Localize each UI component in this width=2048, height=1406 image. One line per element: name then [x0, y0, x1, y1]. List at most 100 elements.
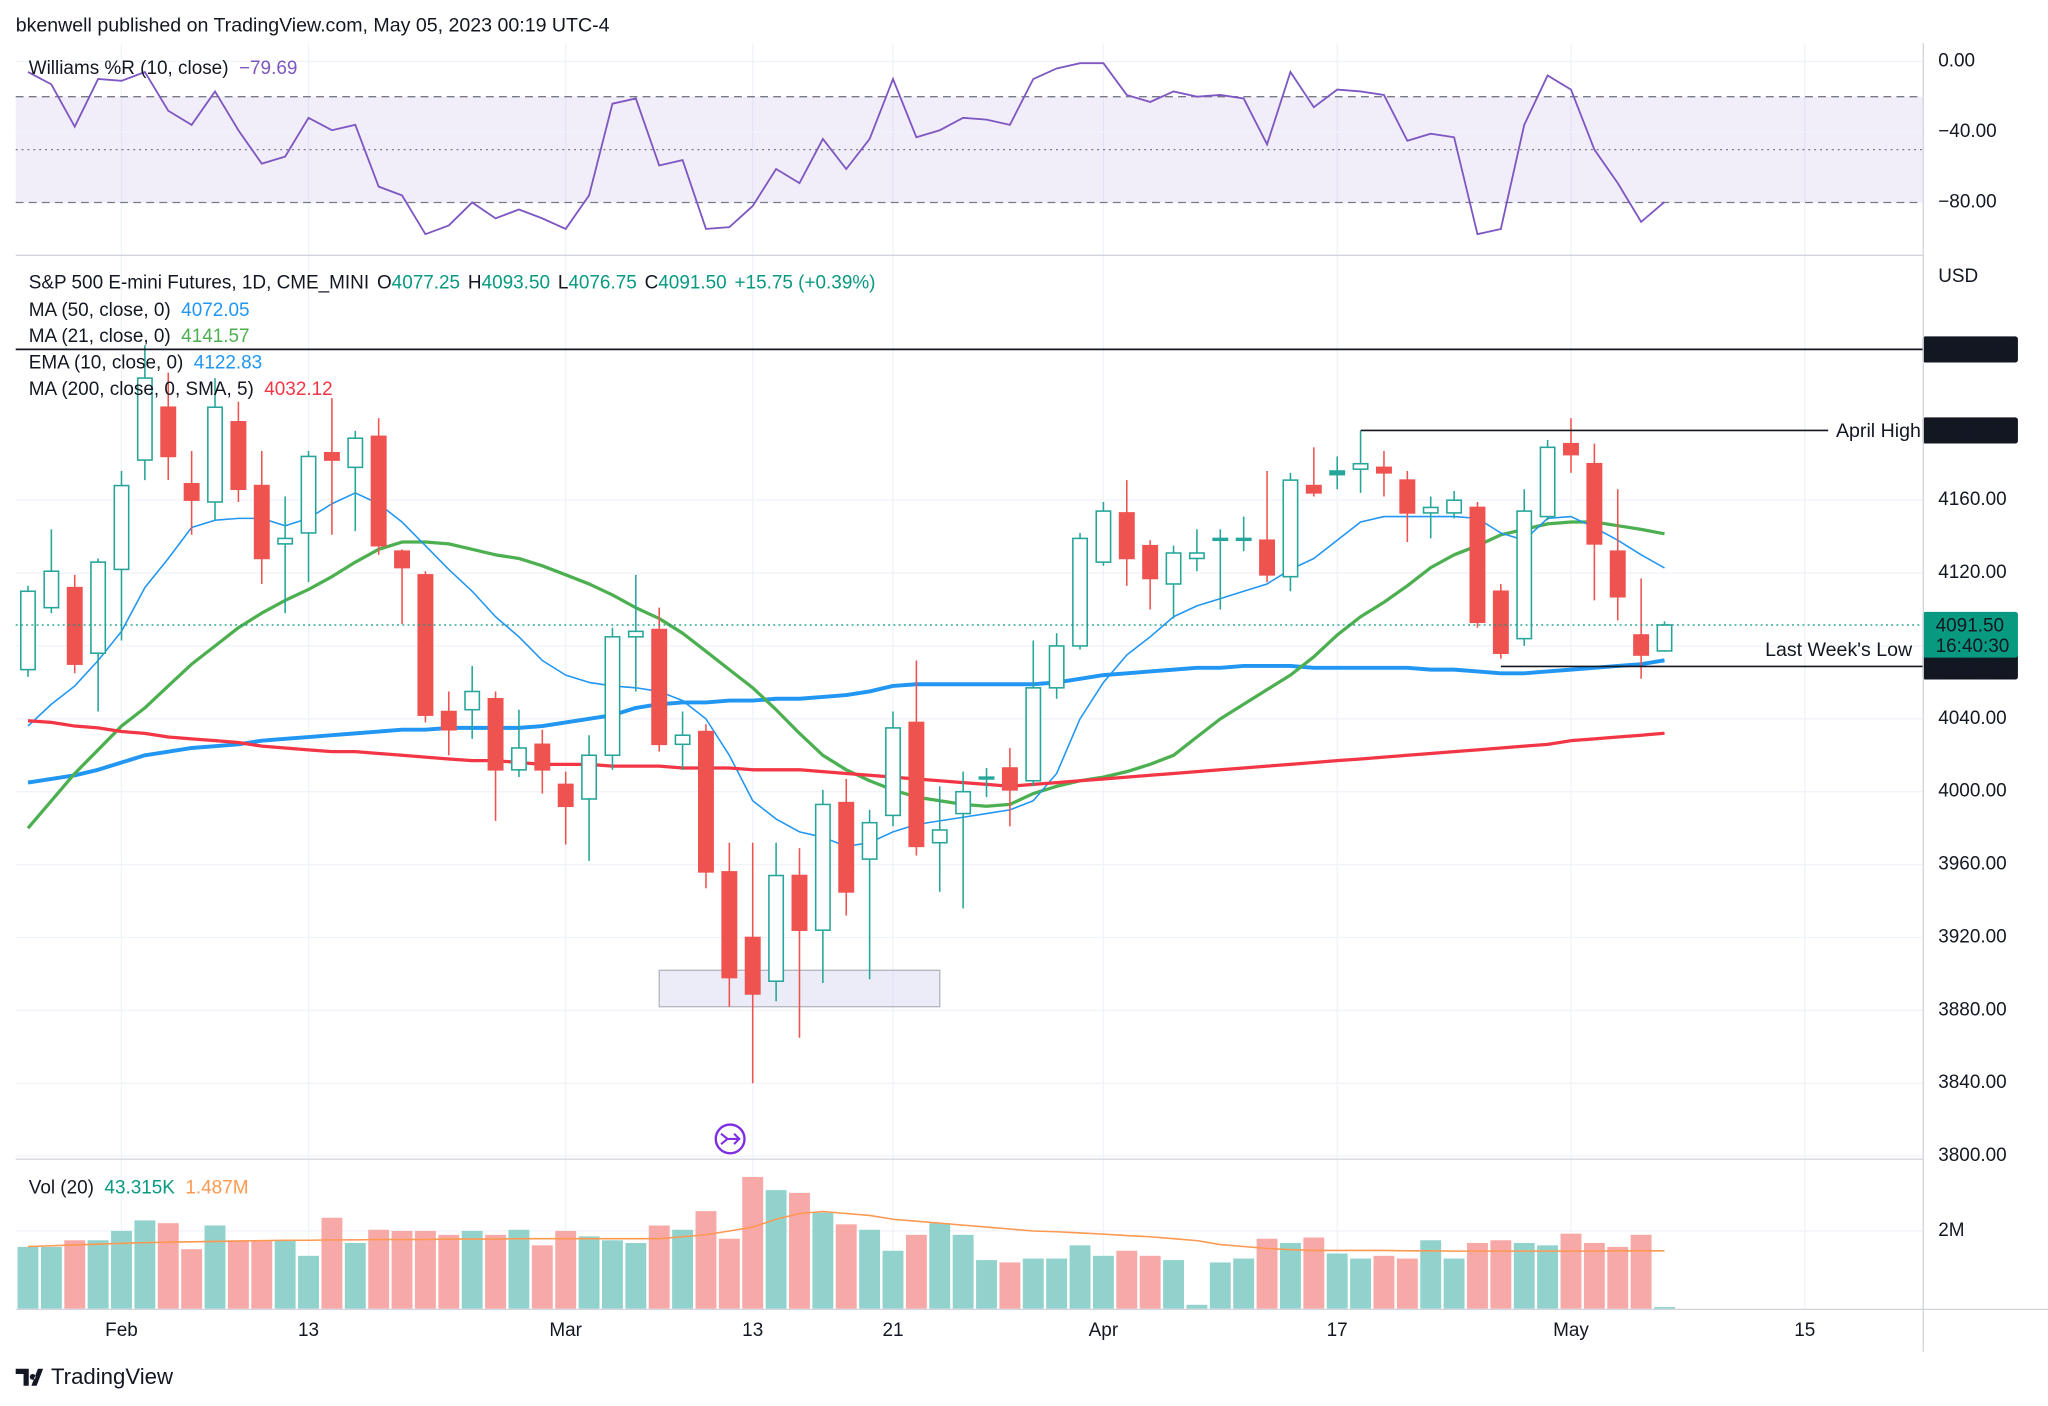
volume-bar	[508, 1229, 530, 1309]
tradingview-logo: TradingView	[15, 1364, 174, 1389]
candle-body	[814, 803, 831, 931]
candle-body	[768, 874, 785, 982]
volume-bar	[1420, 1240, 1442, 1309]
volume-bar	[812, 1212, 834, 1309]
y-tick-label: 3920.00	[1938, 926, 2006, 947]
candle-body	[183, 482, 200, 501]
candle-body	[1375, 466, 1392, 474]
candle-body	[1516, 510, 1533, 640]
legend: S&P 500 E-mini Futures, 1D, CME_MINI O407…	[29, 272, 876, 293]
volume-bar	[321, 1217, 343, 1309]
x-tick-label: 21	[882, 1320, 903, 1341]
y-tick-label: 4160.00	[1938, 489, 2006, 510]
volume-bar	[87, 1240, 109, 1309]
candle-body	[1095, 510, 1112, 563]
legend-value: 4032.12	[264, 379, 332, 400]
volume-bar	[1467, 1242, 1488, 1309]
volume-bar	[1654, 1307, 1675, 1309]
candle-body	[43, 570, 60, 609]
volume-bar	[952, 1234, 974, 1309]
y-tick-label: −40.00	[1938, 121, 1996, 142]
volume-bar	[695, 1211, 717, 1309]
candle-body	[1118, 512, 1135, 560]
ohlc-key: O	[377, 272, 392, 293]
volume-bar	[181, 1249, 203, 1309]
candle-body	[277, 537, 294, 545]
volume-bar	[1303, 1237, 1325, 1309]
logo-mark	[15, 1368, 44, 1386]
ohlc-key: H	[468, 272, 482, 293]
volume-bar	[718, 1238, 740, 1309]
volume-bar	[1046, 1258, 1068, 1309]
candle-body	[861, 821, 878, 860]
volume-bar	[17, 1246, 39, 1309]
volume-bar	[1069, 1245, 1091, 1309]
volume-bar	[1537, 1245, 1559, 1309]
candle-body	[113, 484, 130, 571]
volume-bar	[1233, 1258, 1255, 1309]
events-arrow	[720, 1132, 741, 1145]
volume-bar	[251, 1240, 273, 1309]
events-icon[interactable]	[714, 1123, 746, 1155]
candle-body	[1048, 645, 1065, 689]
y-tick-label: 3880.00	[1938, 999, 2006, 1020]
volume-bar	[438, 1234, 460, 1309]
legend-title: Vol (20)	[29, 1178, 94, 1199]
volume-bar	[789, 1192, 810, 1309]
y-tick-label: 2M	[1938, 1220, 1964, 1241]
volume-bar	[344, 1242, 366, 1309]
candle-body	[160, 406, 177, 458]
candle-body	[136, 377, 153, 461]
candle-body	[1329, 470, 1346, 476]
volume-bar	[602, 1240, 623, 1309]
legend-title: Williams %R (10, close)	[29, 58, 229, 79]
volume-bar	[1490, 1240, 1512, 1309]
legend-value: 43.315K	[104, 1178, 175, 1199]
price-tag	[1922, 653, 2018, 680]
volume-bar	[625, 1242, 647, 1309]
volume-bar	[1139, 1255, 1161, 1309]
candle-body	[207, 406, 223, 503]
volume-bar	[672, 1229, 694, 1309]
plot-layer: Feb 13 Mar 13 21 Apr 17 May 15 0.00 −40.00 −80.00 Wi…	[15, 43, 2018, 1341]
volume-bar	[578, 1236, 600, 1309]
volume-bar	[1396, 1258, 1418, 1309]
volume-bar	[40, 1246, 62, 1309]
last-price-label: 4091.50	[1936, 615, 2004, 636]
line-annotation: April High	[1836, 420, 1921, 442]
legend: Williams %R (10, close) −79.69	[29, 58, 298, 79]
volume-bar	[1350, 1258, 1372, 1309]
candle-body	[1188, 552, 1205, 560]
wpr-line	[27, 62, 1666, 236]
price-tag	[1922, 336, 2018, 363]
volume-bar	[555, 1230, 577, 1309]
candle-body	[1469, 506, 1486, 624]
legend-title: S&P 500 E-mini Futures, 1D, CME_MINI	[29, 272, 369, 293]
candle-body	[698, 730, 714, 873]
volume-bar	[765, 1190, 787, 1309]
volume-bar	[64, 1240, 86, 1309]
candle-body	[417, 574, 434, 716]
candle-body	[510, 747, 527, 771]
x-tick-label: Feb	[105, 1320, 138, 1341]
x-tick-label: Apr	[1089, 1320, 1118, 1341]
candle-body	[604, 636, 621, 757]
candle-body	[1422, 506, 1439, 514]
legend: MA (21, close, 0) 4141.57	[29, 326, 250, 347]
ohlc-value: 4091.50	[658, 272, 726, 293]
logo-text: TradingView	[51, 1364, 174, 1389]
candle-body	[1025, 687, 1042, 782]
y-tick-label: 3960.00	[1938, 854, 2006, 875]
candle-body	[440, 710, 457, 731]
legend-value: 4122.83	[194, 353, 262, 374]
volume-bar	[999, 1262, 1021, 1309]
candle-body	[838, 801, 855, 893]
candle-body	[323, 451, 340, 461]
volume-bar	[368, 1229, 390, 1309]
volume-bar	[298, 1255, 319, 1309]
volume-bar	[134, 1220, 156, 1309]
candle-body	[1492, 590, 1509, 655]
candle-body	[347, 437, 364, 469]
legend: Vol (20) 43.315K 1.487M	[29, 1178, 249, 1199]
